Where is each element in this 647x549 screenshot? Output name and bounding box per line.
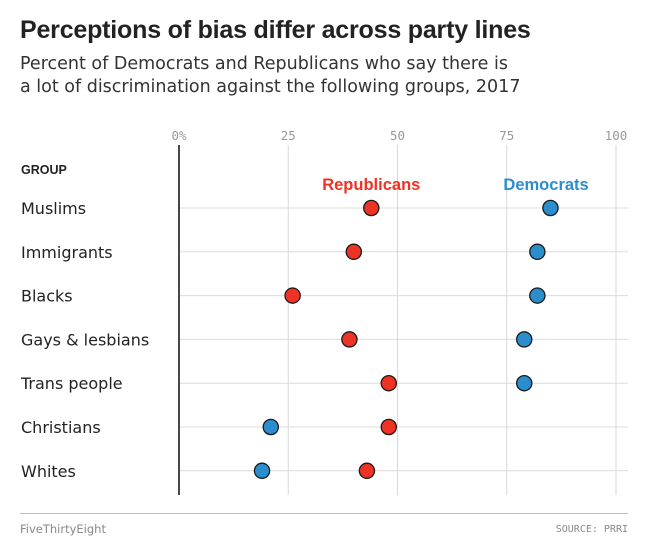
data-point-republicans (284, 287, 301, 304)
category-label: Muslims (21, 199, 86, 218)
brand-label: FiveThirtyEight (20, 522, 106, 536)
data-point-democrats (529, 243, 546, 261)
legend-label-democrats: Democrats (503, 176, 588, 194)
category-label: Blacks (21, 287, 73, 306)
source-label: SOURCE: PRRI (555, 524, 628, 535)
footer-divider (20, 513, 628, 514)
chart-title: Perceptions of bias differ across party … (20, 16, 531, 44)
data-point-democrats (515, 331, 533, 348)
data-point-republicans (341, 331, 358, 348)
data-point-democrats (262, 418, 280, 436)
x-tick-label: 100 (605, 128, 628, 143)
x-tick-label: 50 (390, 128, 405, 143)
legend-label-republicans: Republicans (322, 176, 420, 194)
data-point-republicans (358, 462, 376, 480)
x-tick-label: 75 (499, 128, 514, 143)
data-point-democrats (253, 462, 271, 480)
data-point-democrats (529, 287, 546, 304)
chart-subtitle: Percent of Democrats and Republicans who… (20, 53, 620, 99)
category-label: Trans people (20, 374, 123, 393)
data-point-democrats (542, 199, 559, 217)
data-point-republicans (345, 243, 363, 261)
data-point-republicans (380, 374, 398, 392)
subtitle-line-1: Percent of Democrats and Republicans who… (20, 54, 508, 74)
group-column-header: GROUP (21, 163, 67, 177)
category-label: Christians (21, 418, 101, 437)
category-label: Immigrants (21, 243, 113, 262)
data-point-republicans (380, 418, 398, 436)
subtitle-line-2: a lot of discrimination against the foll… (20, 77, 521, 97)
data-point-democrats (515, 374, 533, 392)
x-tick-label: 25 (281, 128, 296, 143)
category-label: Whites (21, 462, 76, 481)
category-label: Gays & lesbians (21, 330, 149, 349)
data-point-republicans (363, 199, 380, 217)
x-tick-label: 0% (171, 128, 187, 143)
